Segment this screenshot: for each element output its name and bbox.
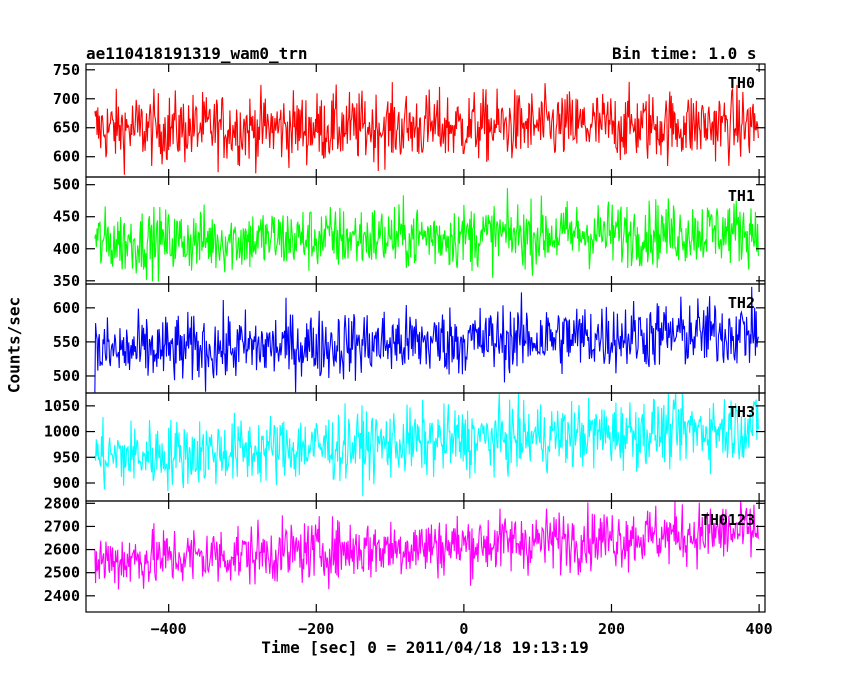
x-tick-label: 200 — [598, 620, 625, 638]
y-tick-label: 900 — [53, 474, 80, 492]
series-line-th1 — [94, 188, 759, 282]
x-tick-label: −200 — [298, 620, 334, 638]
y-tick-label: 550 — [53, 333, 80, 351]
y-tick-label: 500 — [53, 176, 80, 194]
y-tick-label: 2800 — [44, 494, 80, 512]
y-tick-label: 700 — [53, 90, 80, 108]
x-tick-label: 400 — [746, 620, 773, 638]
series-line-th2 — [94, 286, 759, 393]
panel-label-th3: TH3 — [728, 403, 755, 421]
y-tick-label: 2500 — [44, 564, 80, 582]
y-tick-label: 350 — [53, 272, 80, 290]
panel-label-th0: TH0 — [728, 74, 755, 92]
x-tick-label: 0 — [459, 620, 468, 638]
y-tick-label: 2600 — [44, 541, 80, 559]
y-tick-label: 1050 — [44, 397, 80, 415]
panel-label-th2: TH2 — [728, 294, 755, 312]
panel-th2: 500 550 600 TH2 — [53, 283, 766, 394]
y-tick-label: 950 — [53, 448, 80, 466]
y-tick-label: 450 — [53, 208, 80, 226]
series-line-th0 — [94, 81, 759, 175]
series-line-th3 — [94, 393, 759, 497]
y-tick-label: 750 — [53, 61, 80, 79]
x-axis-label: Time [sec] 0 = 2011/04/18 19:13:19 — [261, 638, 589, 657]
panel-th1: 350 400 450 500 TH1 — [53, 176, 766, 290]
y-tick-label: 650 — [53, 119, 80, 137]
panel-th0: 600 650 700 750 TH0 — [53, 61, 766, 178]
y-tick-label: 400 — [53, 240, 80, 258]
y-tick-label: 2400 — [44, 587, 80, 605]
series-line-th0123 — [94, 501, 759, 590]
panel-frame — [85, 500, 766, 613]
y-tick-label: 600 — [53, 148, 80, 166]
y-tick-label: 500 — [53, 367, 80, 385]
panel-th0123: 2400 2500 2600 2700 2800 TH0123 — [44, 494, 766, 613]
panel-th3: 900 950 1000 1050 TH3 — [44, 392, 766, 502]
panel-label-th1: TH1 — [728, 187, 755, 205]
panel-label-th0123: TH0123 — [701, 511, 755, 529]
bin-time-label: Bin time: 1.0 s — [612, 44, 757, 63]
x-tick-label: −400 — [151, 620, 187, 638]
plot-title: ae110418191319_wam0_trn — [86, 44, 308, 63]
y-tick-label: 2700 — [44, 517, 80, 535]
y-tick-label: 1000 — [44, 423, 80, 441]
y-axis-label: Counts/sec — [4, 296, 24, 394]
y-tick-label: 600 — [53, 299, 80, 317]
